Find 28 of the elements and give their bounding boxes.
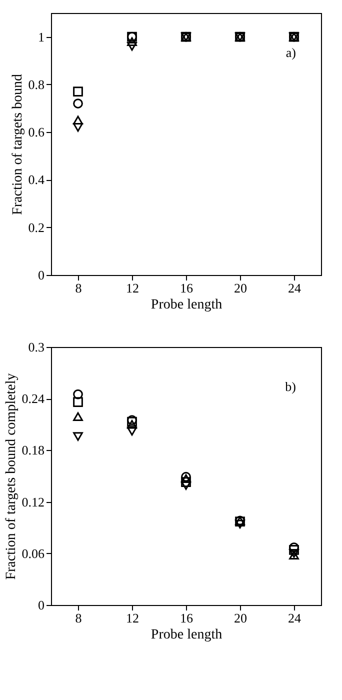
x-tick-label: 20 <box>234 610 247 626</box>
y-tick-label: 0.18 <box>22 442 44 458</box>
y-tick-label: 0 <box>38 598 44 612</box>
y-tick-label: 0.06 <box>22 546 45 561</box>
y-tick-label: 0.6 <box>28 124 45 140</box>
y-tick-label: 1 <box>38 29 44 44</box>
y-tick-label: 0.2 <box>28 220 44 235</box>
y-tick-label: 0.3 <box>28 340 44 354</box>
x-tick-label: 8 <box>75 610 82 626</box>
annotation: a) <box>286 45 296 60</box>
x-tick-label: 24 <box>288 610 302 626</box>
x-tick-label: 12 <box>126 610 139 626</box>
x-tick-label: 16 <box>180 280 194 296</box>
x-tick-label: 20 <box>234 280 247 296</box>
y-axis-title: Fraction of targets bound completely <box>4 373 19 580</box>
x-tick-label: 16 <box>180 610 194 626</box>
y-tick-label: 0.4 <box>28 172 45 188</box>
x-tick-label: 12 <box>126 280 139 296</box>
x-tick-label: 24 <box>288 280 302 296</box>
y-tick-label: 0.24 <box>22 391 45 406</box>
y-tick-label: 0.8 <box>28 76 44 92</box>
x-tick-label: 8 <box>75 280 82 296</box>
x-axis-title: Probe length <box>150 298 222 312</box>
y-tick-label: 0.12 <box>22 494 44 510</box>
x-axis-title: Probe length <box>150 628 222 642</box>
y-axis-title: Fraction of targets bound <box>10 74 26 215</box>
y-tick-label: 0 <box>38 268 44 282</box>
annotation: b) <box>285 379 296 394</box>
